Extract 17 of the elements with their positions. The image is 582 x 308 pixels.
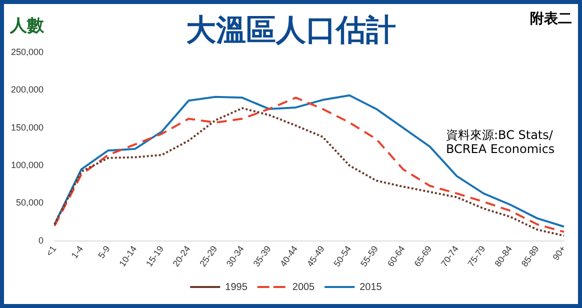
x-tick-label: 1-4: [69, 244, 86, 260]
chart-title: 大溫區人口估計: [186, 13, 396, 48]
y-tick-label: 200,000: [10, 84, 44, 95]
y-tick-label: 50,000: [16, 198, 44, 208]
y-tick-label: 150,000: [10, 122, 44, 132]
x-tick-label: 5-9: [96, 244, 112, 260]
legend-label: 2005: [292, 282, 316, 293]
x-tick-label: 90+: [550, 244, 568, 262]
x-tick-label: <1: [44, 244, 58, 258]
y-tick-label: 100,000: [10, 160, 44, 170]
annotation: 資料來源:BC Stats/ BCREA Economics: [446, 128, 555, 156]
legend-label: 2015: [360, 282, 382, 293]
y-tick-label: 0: [38, 235, 44, 246]
legend-label: 1995: [225, 282, 248, 293]
text: 附表二: [530, 10, 572, 28]
y-tick-label: 250,000: [10, 46, 44, 57]
y-axis-title: 人數: [10, 15, 44, 37]
